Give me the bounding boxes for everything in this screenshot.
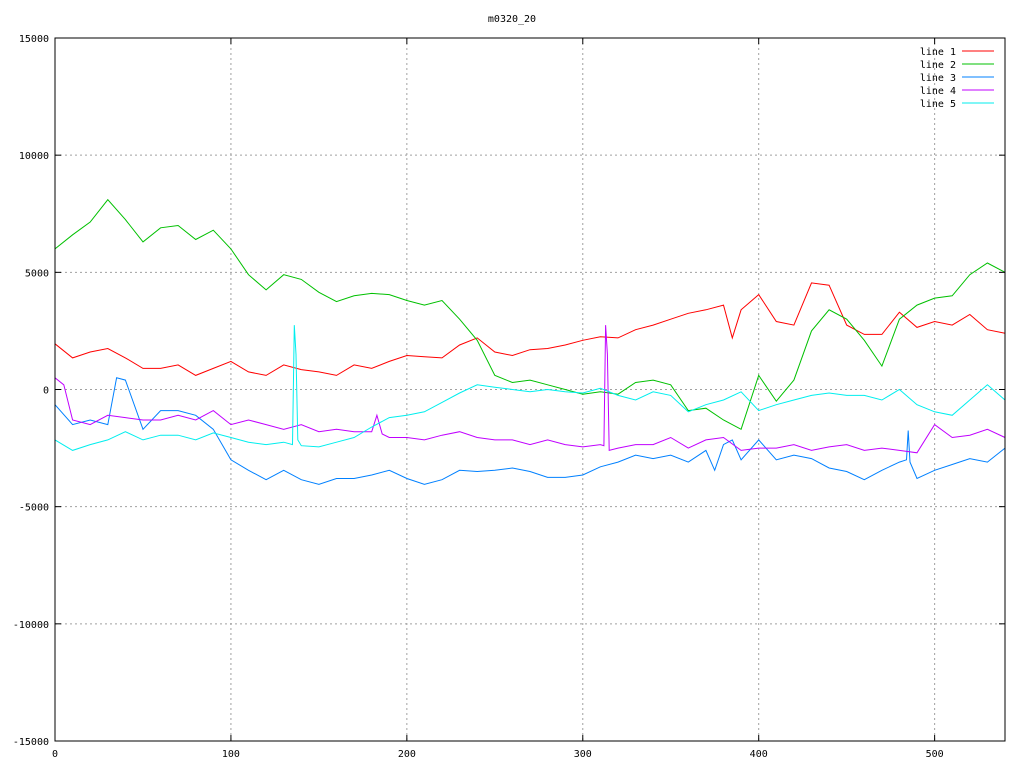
x-tick-label: 400 — [750, 749, 768, 760]
series-group — [54, 198, 1006, 485]
x-tick-label: 500 — [926, 749, 944, 760]
axis-ticks: 0 100 200 300 400 500 -15000 -10000 -5000 0 5000 10… — [13, 34, 1005, 760]
legend: line 1 line 2 line 3 line 4 line 5 — [920, 47, 994, 110]
series-line-1 — [54, 282, 1006, 376]
legend-label: line 3 — [920, 73, 956, 84]
y-tick-label: 10000 — [19, 151, 49, 162]
y-tick-label: 5000 — [25, 268, 49, 279]
y-tick-label: -10000 — [13, 620, 49, 631]
legend-label: line 4 — [920, 86, 956, 97]
x-tick-label: 100 — [222, 749, 240, 760]
series-line-5 — [54, 325, 1006, 451]
chart-title: m0320_20 — [488, 14, 536, 25]
legend-label: line 1 — [920, 47, 956, 58]
series-line-3 — [54, 377, 1006, 485]
y-tick-label: 15000 — [19, 34, 49, 45]
x-tick-label: 300 — [574, 749, 592, 760]
y-tick-label: -5000 — [19, 503, 49, 514]
grid — [55, 38, 1005, 741]
series-line-2 — [54, 198, 1006, 431]
x-tick-label: 0 — [52, 749, 58, 760]
y-tick-label: 0 — [43, 386, 49, 397]
legend-label: line 5 — [920, 99, 956, 110]
series-line-4 — [54, 325, 1006, 454]
y-tick-label: -15000 — [13, 737, 49, 748]
legend-label: line 2 — [920, 60, 956, 71]
x-tick-label: 200 — [398, 749, 416, 760]
